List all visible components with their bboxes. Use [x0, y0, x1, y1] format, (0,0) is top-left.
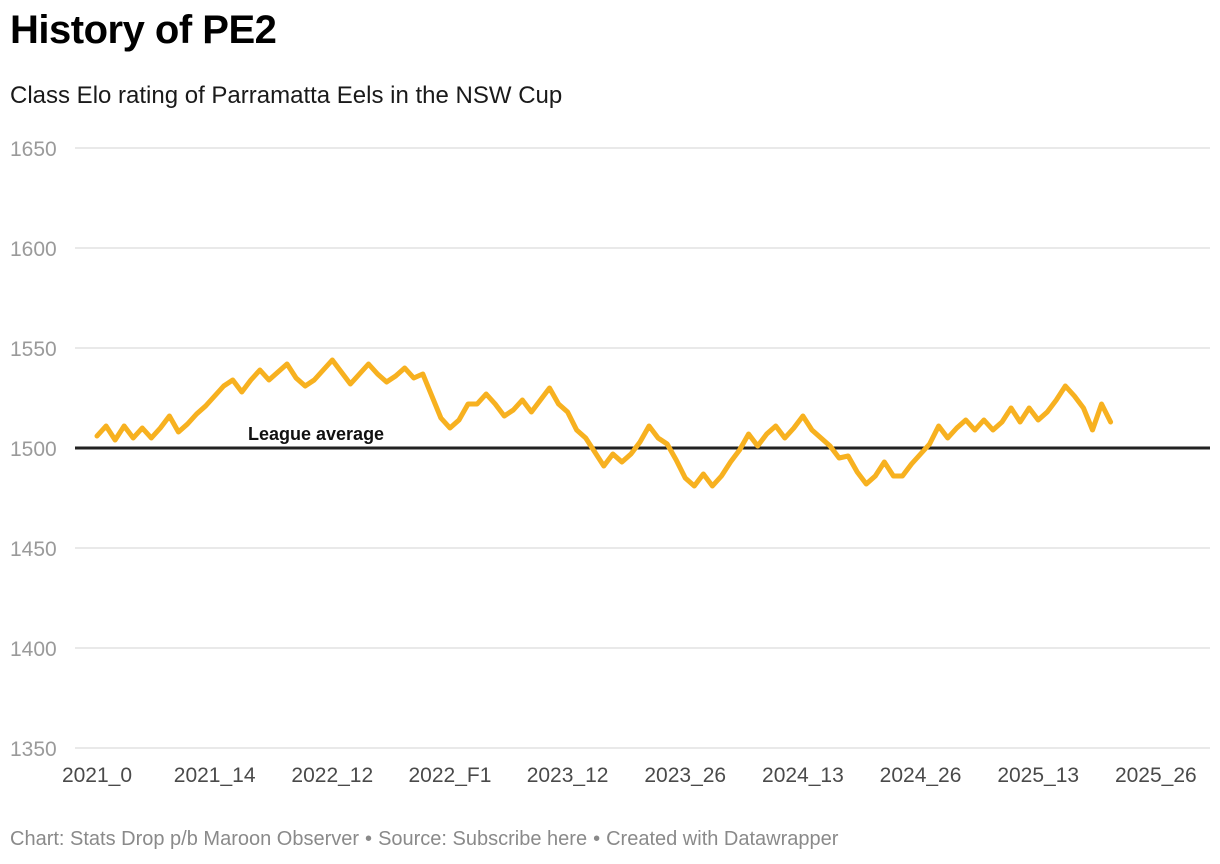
chart-footer: Chart: Stats Drop p/b Maroon Observer • So…	[10, 828, 838, 851]
footer-separator: •	[593, 828, 601, 850]
footer-separator: •	[365, 828, 373, 850]
y-axis-labels: 1650 1600 1550 1500 1450 1400 1350	[10, 138, 57, 761]
y-tick-label: 1350	[10, 738, 57, 761]
y-tick-label: 1550	[10, 338, 57, 361]
series-group	[94, 357, 1114, 489]
x-tick-label: 2021_14	[174, 764, 256, 787]
x-tick-label: 2023_12	[527, 764, 609, 787]
elo-rating-line	[94, 357, 1114, 489]
chart-subtitle: Class Elo rating of Parramatta Eels in t…	[10, 82, 563, 109]
y-tick-label: 1650	[10, 138, 57, 161]
x-tick-label: 2023_26	[644, 764, 726, 787]
x-tick-label: 2021_0	[62, 764, 132, 787]
x-tick-label: 2025_13	[997, 764, 1079, 787]
x-tick-label: 2025_26	[1115, 764, 1197, 787]
chart-credit: Chart: Stats Drop p/b Maroon Observer	[10, 828, 360, 850]
x-axis-labels: 2021_0 2021_14 2022_12 2022_F1 2023_12 2023_2…	[62, 764, 1197, 787]
source-link[interactable]: Source: Subscribe here	[378, 828, 588, 850]
x-tick-label: 2024_13	[762, 764, 844, 787]
x-tick-label: 2022_F1	[408, 764, 491, 787]
x-tick-label: 2024_26	[880, 764, 962, 787]
y-tick-label: 1400	[10, 638, 57, 661]
y-tick-label: 1450	[10, 538, 57, 561]
datawrapper-credit[interactable]: Created with Datawrapper	[606, 828, 839, 850]
reference-line-group: League average	[75, 424, 1210, 450]
league-average-label: League average	[248, 424, 384, 444]
chart-title: History of PE2	[10, 8, 277, 52]
y-tick-label: 1500	[10, 438, 57, 461]
y-tick-label: 1600	[10, 238, 57, 261]
x-tick-label: 2022_12	[291, 764, 373, 787]
